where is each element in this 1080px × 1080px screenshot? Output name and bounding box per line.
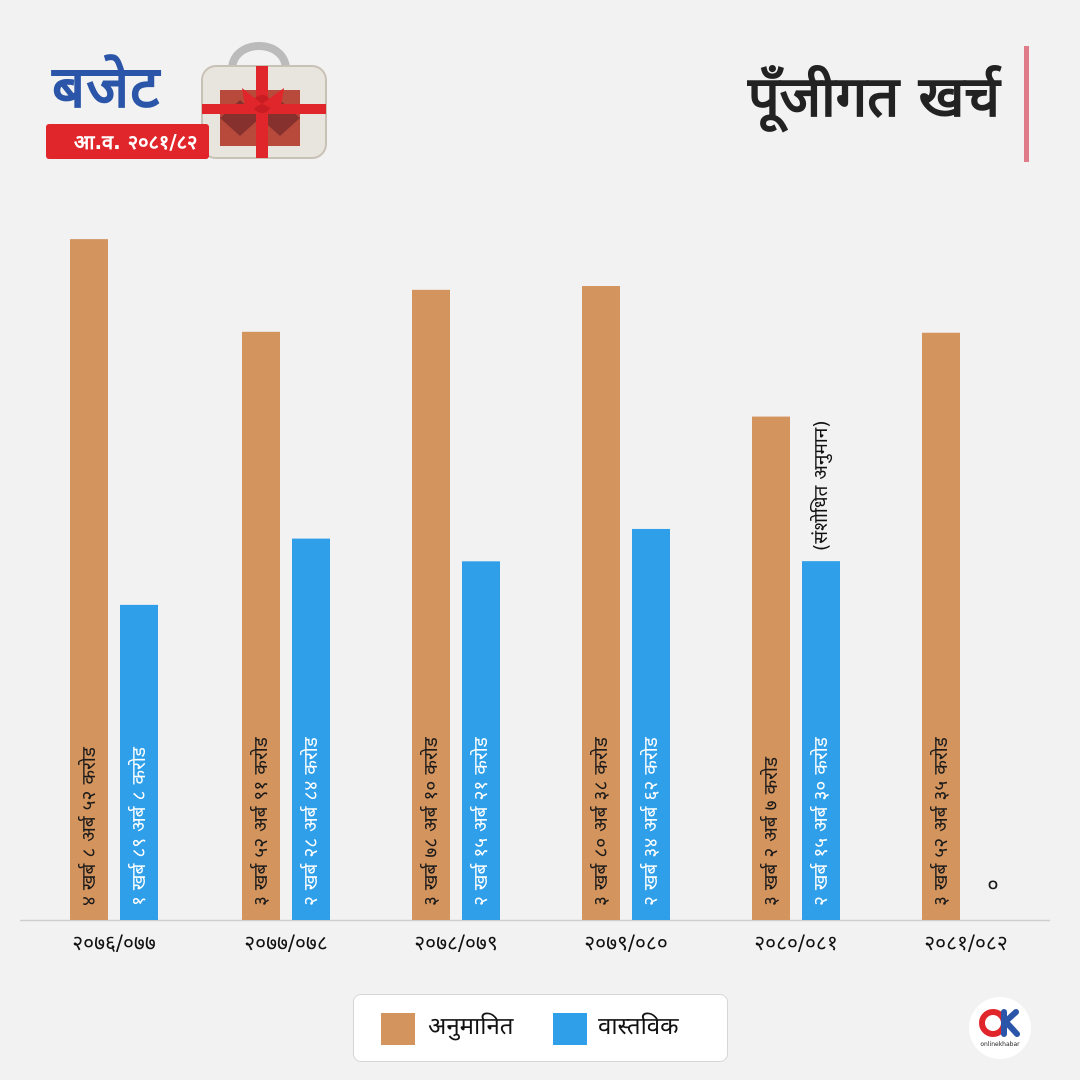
gift-bag-icon <box>201 42 327 159</box>
data-label: ३ खर्ब २ अर्ब ७ करोड <box>759 756 782 906</box>
x-tick-label: २०७९/०८० <box>584 931 668 955</box>
data-label: १ खर्ब ८९ अर्ब ८ करोड <box>127 746 150 906</box>
x-tick-label: २०७८/०७९ <box>414 931 498 955</box>
bar-actual <box>462 561 500 920</box>
bar-estimated <box>582 286 620 920</box>
bar-estimated <box>242 331 280 921</box>
bar-actual <box>120 604 158 920</box>
data-label: ३ खर्ब ५२ अर्ब ३५ करोड <box>929 736 952 906</box>
data-label: ३ खर्ब ७८ अर्ब १० करोड <box>419 736 442 906</box>
bar-estimated <box>70 239 108 921</box>
bar-actual <box>292 538 330 920</box>
legend-label-estimated: अनुमानित <box>428 1012 514 1040</box>
page-title: पूँजीगत खर्च <box>747 65 1000 130</box>
bar-actual <box>802 561 840 920</box>
data-label: ३ खर्ब ५२ अर्ब ९१ करोड <box>249 736 272 906</box>
title-accent-bar <box>1024 46 1029 162</box>
data-label: २ खर्ब २८ अर्ब ८४ करोड <box>299 736 322 906</box>
x-tick-label: २०७६/०७७ <box>72 931 156 955</box>
bar-estimated <box>412 289 450 920</box>
data-label: २ खर्ब ३४ अर्ब ६२ करोड <box>639 736 662 906</box>
annotation-label: (संशोधित अनुमान) <box>809 420 833 551</box>
legend: अनुमानित वास्तविक <box>353 994 728 1062</box>
budget-logo: बजेट आ.व. २०८१/८२ <box>44 40 334 190</box>
data-label: ० <box>987 873 998 898</box>
x-tick-label: २०७७/०७८ <box>244 931 328 955</box>
bar-actual <box>632 528 670 920</box>
logo-word: बजेट <box>52 53 161 121</box>
x-tick-label: २०८०/०८१ <box>754 931 838 955</box>
data-label: २ खर्ब १५ अर्ब २१ करोड <box>469 736 492 906</box>
data-label: २ खर्ब १५ अर्ब ३० करोड <box>809 736 832 906</box>
legend-swatch-actual <box>553 1013 587 1045</box>
legend-swatch-estimated <box>381 1013 415 1045</box>
bar-estimated <box>752 416 790 920</box>
bar-estimated <box>922 332 960 920</box>
legend-label-actual: वास्तविक <box>598 1012 679 1040</box>
data-label: ३ खर्ब ८० अर्ब ३८ करोड <box>589 736 612 906</box>
logo-year-ribbon: आ.व. २०८१/८२ <box>46 124 210 159</box>
onlinekhabar-logo-icon: onlinekhabar <box>969 997 1031 1059</box>
brand-text: onlinekhabar <box>980 1041 1020 1048</box>
data-label: ४ खर्ब ८ अर्ब ५२ करोड <box>77 746 100 906</box>
x-tick-label: २०८१/०८२ <box>924 931 1008 955</box>
